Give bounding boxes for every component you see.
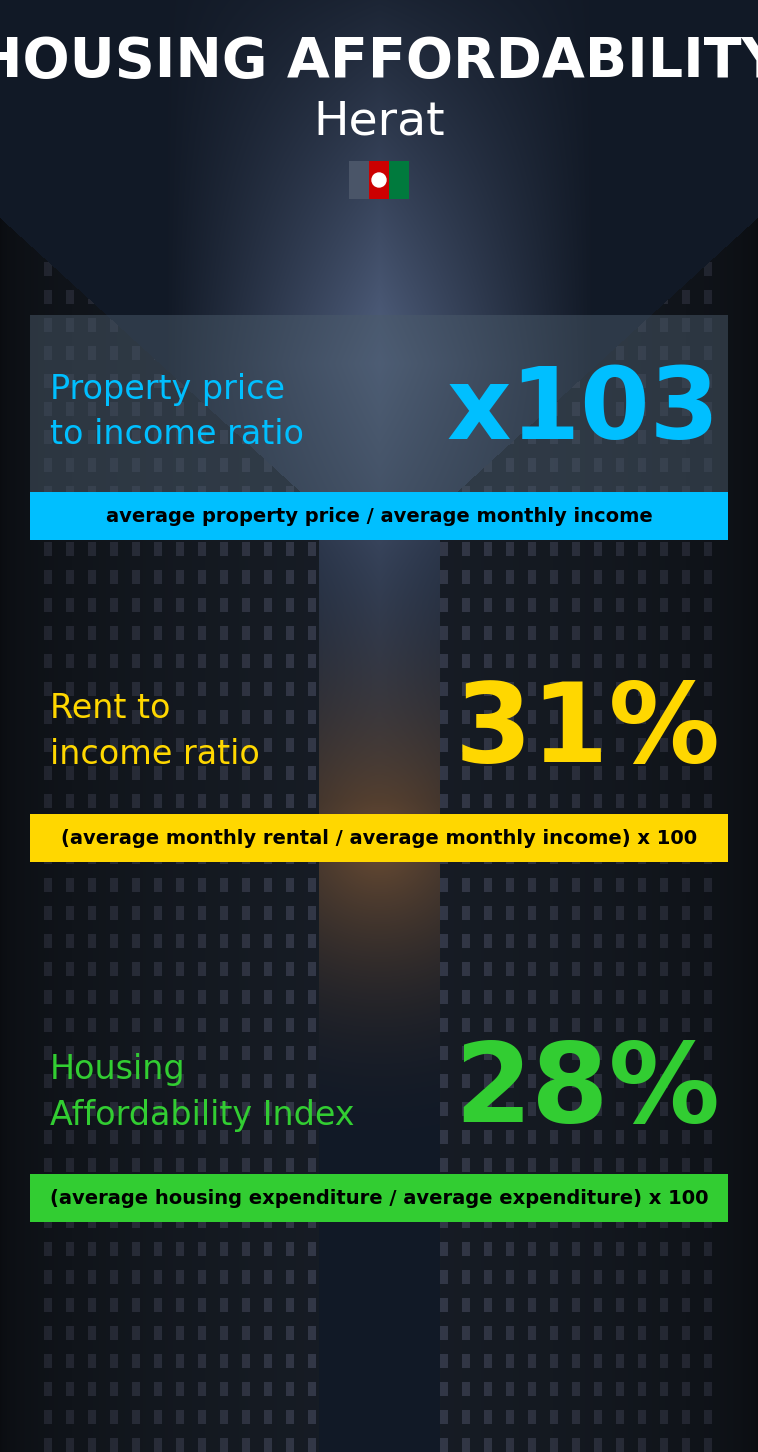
Text: Housing
Affordability Index: Housing Affordability Index — [50, 1053, 355, 1131]
Bar — [369, 161, 389, 199]
Text: 31%: 31% — [454, 678, 720, 786]
Text: average property price / average monthly income: average property price / average monthly… — [105, 507, 653, 526]
Text: Property price
to income ratio: Property price to income ratio — [50, 373, 304, 452]
Text: x103: x103 — [446, 363, 720, 460]
Bar — [30, 815, 728, 862]
Text: 28%: 28% — [454, 1038, 720, 1146]
Circle shape — [372, 173, 386, 187]
Text: Herat: Herat — [313, 100, 445, 145]
Text: HOUSING AFFORDABILITY: HOUSING AFFORDABILITY — [0, 35, 758, 89]
Bar — [30, 492, 728, 540]
Text: (average housing expenditure / average expenditure) x 100: (average housing expenditure / average e… — [50, 1189, 708, 1208]
Text: (average monthly rental / average monthly income) x 100: (average monthly rental / average monthl… — [61, 829, 697, 848]
Bar — [30, 315, 728, 540]
Bar — [349, 161, 369, 199]
Text: Rent to
income ratio: Rent to income ratio — [50, 693, 260, 771]
Bar — [389, 161, 409, 199]
Bar — [30, 1175, 728, 1223]
